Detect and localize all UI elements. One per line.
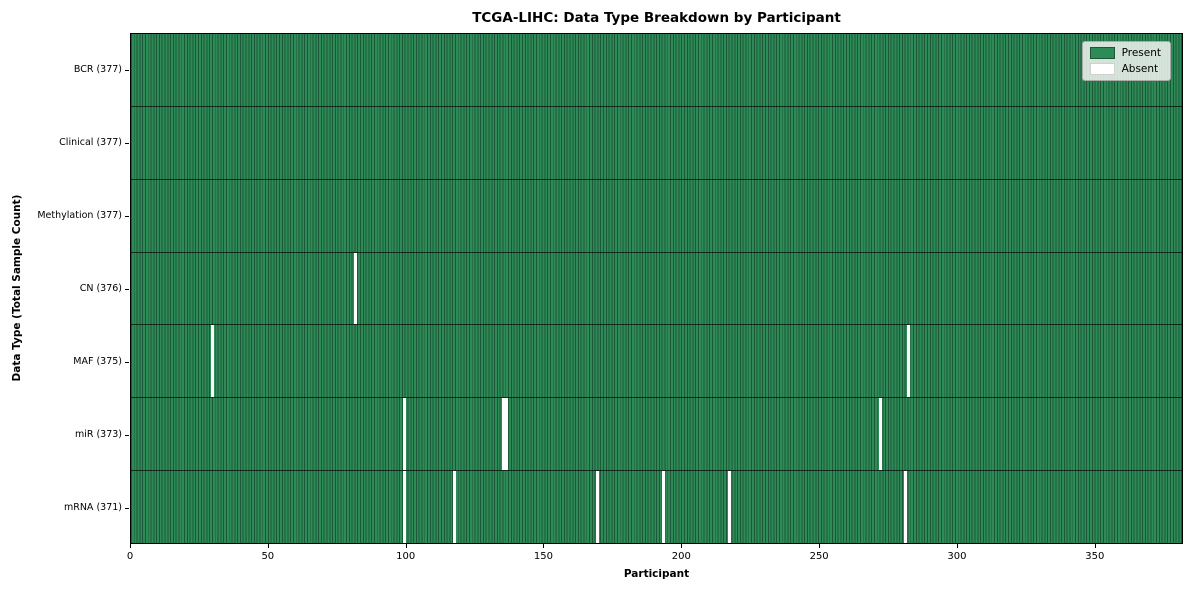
data-row-Clinical xyxy=(131,105,1182,179)
y-tick-mark xyxy=(125,361,129,363)
y-tick-mark xyxy=(125,507,129,509)
legend-item-absent: Absent xyxy=(1089,63,1161,75)
data-row-CN xyxy=(131,251,1182,325)
x-tick-mark xyxy=(1094,544,1096,548)
y-tick-label: MAF (375) xyxy=(73,355,122,367)
x-tick-label: 100 xyxy=(396,551,416,562)
absent-mark xyxy=(505,398,508,471)
y-tick-mark xyxy=(125,288,129,290)
chart-title: TCGA-LIHC: Data Type Breakdown by Partic… xyxy=(472,10,841,26)
y-tick-mark xyxy=(125,69,129,71)
legend-present-swatch xyxy=(1089,47,1115,59)
absent-mark xyxy=(502,398,506,471)
x-tick-mark xyxy=(267,544,269,548)
x-tick-label: 0 xyxy=(126,551,134,562)
data-row-mRNA xyxy=(131,470,1182,544)
data-row-Methylation xyxy=(131,178,1182,252)
legend-absent-swatch xyxy=(1089,63,1115,75)
absent-mark xyxy=(595,471,599,544)
x-tick-label: 200 xyxy=(671,551,691,562)
absent-mark xyxy=(904,471,907,544)
y-tick-mark xyxy=(125,434,129,436)
absent-mark xyxy=(353,252,357,325)
y-tick-label: mRNA (371) xyxy=(63,501,122,513)
data-row-miR xyxy=(131,397,1182,471)
x-tick-mark xyxy=(819,544,821,548)
x-tick-mark xyxy=(130,544,131,548)
y-tick-mark xyxy=(125,142,129,144)
absent-mark xyxy=(727,471,731,544)
x-tick-mark xyxy=(956,544,958,548)
absent-mark xyxy=(661,471,665,544)
absent-mark xyxy=(879,398,883,471)
data-row-BCR xyxy=(131,34,1182,106)
x-tick-label: 250 xyxy=(809,551,829,562)
x-tick-mark xyxy=(543,544,545,548)
y-tick-label: Clinical (377) xyxy=(59,136,122,148)
x-tick-mark xyxy=(405,544,407,548)
y-tick-label: CN (376) xyxy=(79,282,122,294)
plot-area: Present Absent xyxy=(130,33,1183,544)
y-tick-label: BCR (377) xyxy=(73,63,122,75)
x-tick-label: 50 xyxy=(261,551,275,562)
x-tick-label: 300 xyxy=(947,551,967,562)
x-axis-label: Participant xyxy=(623,568,690,580)
absent-mark xyxy=(210,325,214,398)
absent-mark xyxy=(906,325,910,398)
legend: Present Absent xyxy=(1081,41,1171,81)
x-tick-label: 350 xyxy=(1085,551,1105,562)
x-tick-label: 150 xyxy=(533,551,554,562)
absent-mark xyxy=(403,471,407,544)
absent-mark xyxy=(403,398,407,471)
legend-absent-label: Absent xyxy=(1121,63,1159,75)
y-tick-mark xyxy=(125,215,129,217)
absent-mark xyxy=(452,471,456,544)
data-row-MAF xyxy=(131,324,1182,398)
y-tick-label: miR (373) xyxy=(74,428,122,440)
x-tick-mark xyxy=(681,544,683,548)
y-tick-label: Methylation (377) xyxy=(37,209,122,221)
legend-present-label: Present xyxy=(1121,47,1161,59)
legend-item-present: Present xyxy=(1089,47,1161,59)
